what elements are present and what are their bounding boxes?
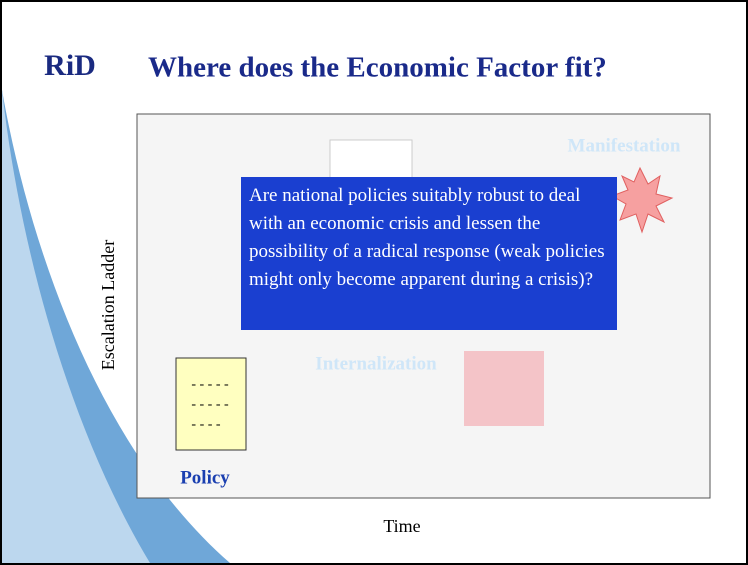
stage-policy: Policy: [180, 467, 230, 488]
y-axis-label: Escalation Ladder: [98, 240, 118, 370]
scroll-line: - - - -: [191, 417, 220, 432]
stage-internalization: Internalization: [315, 353, 437, 374]
slide-title: Where does the Economic Factor fit?: [148, 52, 607, 84]
logo: RiD: [44, 49, 96, 82]
scroll-line: - - - - -: [191, 377, 229, 392]
scales-icon: [464, 351, 544, 426]
x-axis-label: Time: [383, 516, 420, 536]
scroll-icon: [175, 357, 247, 451]
callout: Are national policies suitably robust to…: [241, 177, 617, 330]
swoosh-light: [2, 90, 150, 563]
burst-icon: [610, 166, 674, 234]
scroll-line: - - - - -: [191, 397, 229, 412]
stage-manifestation: Manifestation: [568, 135, 681, 156]
